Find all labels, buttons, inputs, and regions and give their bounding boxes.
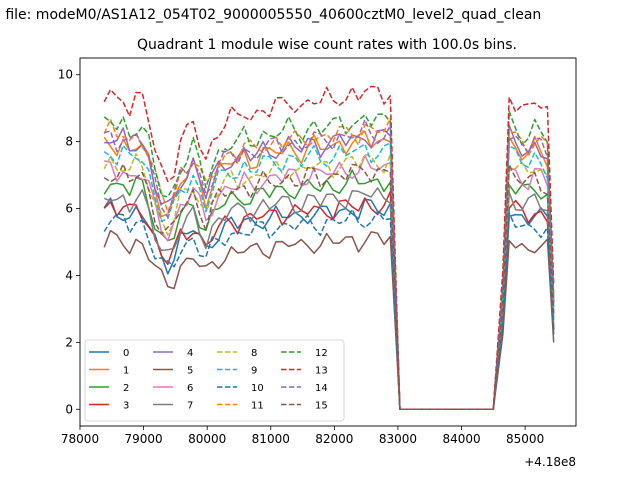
series-line-15 bbox=[103, 163, 555, 411]
series-layer bbox=[103, 85, 555, 411]
y-tick-label: 0 bbox=[65, 402, 73, 416]
x-tick-label: 80000 bbox=[188, 432, 226, 446]
plot-frame bbox=[79, 57, 577, 427]
legend-label-8: 8 bbox=[251, 348, 257, 359]
x-tick-label: 84000 bbox=[442, 432, 480, 446]
legend-label-1: 1 bbox=[123, 366, 129, 377]
y-tick-label: 6 bbox=[65, 202, 73, 216]
legend-label-11: 11 bbox=[251, 401, 264, 412]
legend-label-3: 3 bbox=[123, 401, 129, 412]
legend-label-12: 12 bbox=[315, 348, 328, 359]
x-tick-label: 85000 bbox=[506, 432, 544, 446]
y-tick-label: 10 bbox=[58, 68, 73, 82]
legend-label-5: 5 bbox=[187, 366, 193, 377]
legend-label-2: 2 bbox=[123, 383, 129, 394]
y-tick-label: 2 bbox=[65, 335, 73, 349]
x-tick-label: 83000 bbox=[379, 432, 417, 446]
legend-label-15: 15 bbox=[315, 401, 328, 412]
legend-label-9: 9 bbox=[251, 366, 257, 377]
legend-label-14: 14 bbox=[315, 383, 328, 394]
y-tick-label: 8 bbox=[65, 135, 73, 149]
y-axis: 0 2 4 6 8 10 bbox=[58, 68, 80, 416]
legend-label-7: 7 bbox=[187, 401, 193, 412]
x-tick-label: 78000 bbox=[61, 432, 99, 446]
legend-label-10: 10 bbox=[251, 383, 264, 394]
x-tick-label: 82000 bbox=[315, 432, 353, 446]
x-tick-label: 81000 bbox=[252, 432, 290, 446]
series-line-11 bbox=[103, 117, 555, 411]
y-tick-label: 4 bbox=[65, 268, 73, 282]
legend-label-0: 0 bbox=[123, 348, 129, 359]
x-axis: 78000 79000 80000 81000 82000 83000 84000 85000 bbox=[61, 426, 544, 446]
legend-box bbox=[84, 339, 345, 422]
chart-title: Quadrant 1 module wise count rates with … bbox=[137, 37, 517, 53]
x-tick-label: 79000 bbox=[124, 432, 162, 446]
figure-suptitle: n file: modeM0/AS1A12_054T02_9000005550_… bbox=[0, 7, 541, 23]
series-line-9 bbox=[103, 142, 555, 411]
plot-area bbox=[79, 57, 577, 427]
legend-label-13: 13 bbox=[315, 366, 328, 377]
legend-label-4: 4 bbox=[187, 348, 193, 359]
legend-label-6: 6 bbox=[187, 383, 193, 394]
x-offset-label: +4.18e8 bbox=[524, 455, 576, 469]
